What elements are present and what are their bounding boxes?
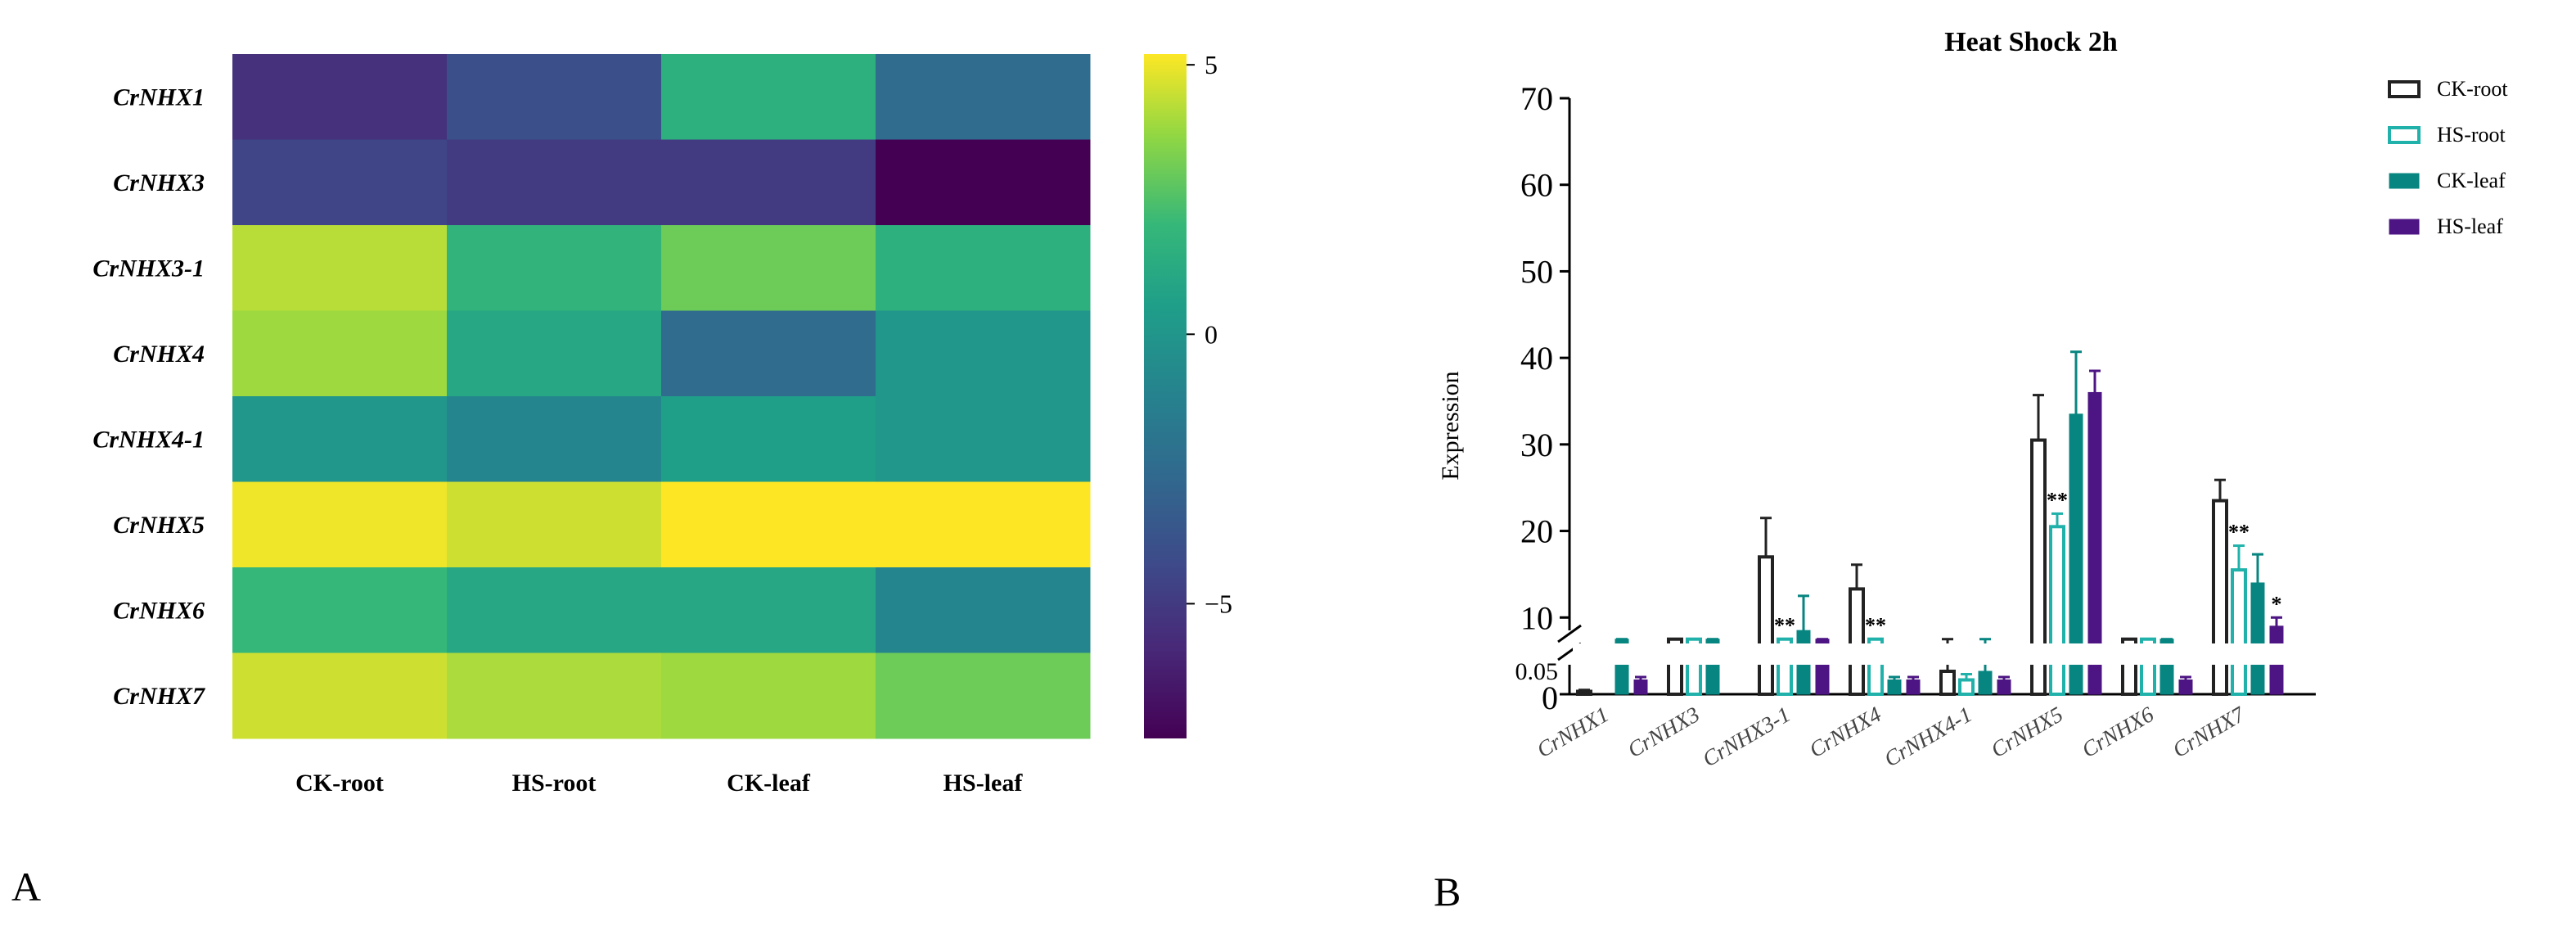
legend-swatch-ck-leaf [2389,173,2420,189]
panel-b-letter: B [1434,869,1461,914]
y-tick-label: 40 [1520,340,1553,377]
colorbar-tick-label: 5 [1205,50,1218,79]
chart-title: Heat Shock 2h [1944,27,2118,57]
heatmap-cell-crnhx5-ck-leaf [661,481,876,568]
heatmap-cell-crnhx6-hs-leaf [876,567,1091,653]
y-tick-label: 70 [1520,80,1553,117]
heatmap-cell-crnhx6-hs-root [447,567,662,653]
heatmap-cell-crnhx5-hs-leaf [876,481,1091,568]
heatmap-cell-crnhx3-hs-root [447,139,662,226]
legend-label: CK-leaf [2437,169,2506,192]
y-axis-label: Expression [1437,371,1464,480]
bar-ck-leaf-crnhx7 [2250,582,2265,695]
y-tick-label: 50 [1520,253,1553,290]
heatmap-cell-crnhx3-1-hs-leaf [876,225,1091,311]
heatmap-cell-crnhx7-hs-leaf [876,652,1091,739]
bar-hs-leaf-crnhx6 [2178,679,2193,695]
legend-swatch-ck-root [2388,80,2421,98]
heatmap-row-label: CrNHX3-1 [92,255,205,282]
heatmap-col-label: HS-leaf [943,770,1024,797]
bar-hs-leaf-crnhx4 [1906,679,1921,695]
legend-label: HS-leaf [2437,214,2503,238]
heatmap-col-label: CK-root [295,770,384,797]
panel-a-letter: A [11,864,41,910]
heatmap-row-label: CrNHX4-1 [92,426,205,453]
bar-hs-root-crnhx7 [2231,568,2247,697]
heatmap-row-label: CrNHX3 [113,169,205,196]
axis-break-mark [1557,624,1582,643]
heatmap-cell-crnhx4-1-hs-root [447,396,662,482]
bar-ck-root-crnhx3-1 [1758,555,1774,696]
heatmap-cell-crnhx4-hs-leaf [876,310,1091,397]
heatmap-row-label: CrNHX4 [113,341,205,368]
heatmap-cell-crnhx6-ck-root [232,567,448,653]
heatmap-cell-crnhx5-ck-root [232,481,448,568]
legend-label: CK-root [2437,77,2508,101]
heatmap-cell-crnhx5-hs-root [447,481,662,568]
heatmap-cell-crnhx4-ck-leaf [661,310,876,397]
bar-hs-root-crnhx5 [2049,525,2065,696]
heatmap-cell-crnhx1-hs-leaf [876,54,1091,140]
bar-ck-root-crnhx4 [1849,587,1865,697]
heatmap-col-label: CK-leaf [727,770,811,797]
heatmap-cell-crnhx1-ck-root [232,54,448,140]
heatmap-cell-crnhx4-1-ck-leaf [661,396,876,482]
significance-label: ** [2047,488,2068,512]
heatmap-cell-crnhx7-ck-root [232,652,448,739]
heatmap-cell-crnhx4-ck-root [232,310,448,397]
y-break-tick-label: 0.05 [1515,658,1559,685]
heatmap-row-label: CrNHX7 [113,683,205,710]
colorbar-tick-label: −5 [1205,589,1232,618]
panel-a-heatmap: CrNHX1 CrNHX3 CrNHX3-1 CrNHX4 CrNHX4-1 CrNHX5… [11,50,1232,910]
heatmap-col-label: HS-root [512,770,597,797]
heatmap-cell-crnhx3-ck-root [232,139,448,226]
significance-label: ** [2228,521,2249,544]
heatmap-cell-crnhx4-1-ck-root [232,396,448,482]
colorbar [1144,54,1187,738]
y-tick-label: 10 [1520,599,1553,636]
legend-swatch-hs-root [2388,126,2421,144]
heatmap-cell-crnhx3-1-ck-leaf [661,225,876,311]
heatmap-cell-crnhx7-ck-leaf [661,652,876,739]
axis-break-gap [1573,643,2309,665]
heatmap-cell-crnhx3-1-hs-root [447,225,662,311]
heatmap-cell-crnhx1-hs-root [447,54,662,140]
heatmap-cell-crnhx3-ck-leaf [661,139,876,226]
heatmap-cell-crnhx1-ck-leaf [661,54,876,140]
heatmap-cell-crnhx7-hs-root [447,652,662,739]
y-tick-label: 20 [1520,513,1553,550]
y-tick-label: 30 [1520,427,1553,463]
legend-label: HS-root [2437,123,2506,147]
heatmap-cell-crnhx6-ck-leaf [661,567,876,653]
legend-swatch-hs-leaf [2389,219,2420,235]
y-zero-tick-label: 0 [1542,679,1558,716]
bar-ck-leaf-crnhx4 [1887,679,1902,695]
bar-ck-root-crnhx1 [1576,689,1592,696]
bar-ck-root-crnhx4-1 [1939,670,1956,696]
bar-hs-leaf-crnhx1 [1633,679,1648,695]
y-tick-label: 60 [1520,167,1553,204]
significance-label: * [2272,592,2282,616]
bar-hs-root-crnhx4-1 [1958,678,1975,696]
significance-label: ** [1865,614,1886,638]
bar-hs-leaf-crnhx4-1 [1997,679,2011,695]
heatmap-cell-crnhx3-1-ck-root [232,225,448,311]
heatmap-cell-crnhx3-hs-leaf [876,139,1091,226]
heatmap-row-label: CrNHX1 [113,84,205,111]
heatmap-cell-crnhx4-1-hs-leaf [876,396,1091,482]
heatmap-cell-crnhx4-hs-root [447,310,662,397]
heatmap-row-label: CrNHX5 [113,512,205,539]
heatmap-row-label: CrNHX6 [113,597,205,624]
colorbar-tick-label: 0 [1205,319,1218,349]
bar-ck-root-crnhx7 [2212,499,2228,696]
bar-ck-leaf-crnhx4-1 [1978,670,1993,695]
significance-label: ** [1774,614,1795,638]
